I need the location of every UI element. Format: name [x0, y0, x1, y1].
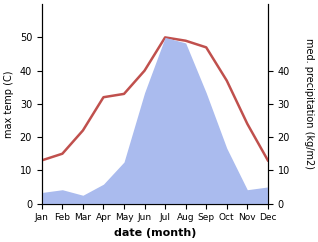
Y-axis label: max temp (C): max temp (C) [4, 70, 14, 138]
X-axis label: date (month): date (month) [114, 228, 196, 238]
Y-axis label: med. precipitation (kg/m2): med. precipitation (kg/m2) [304, 38, 314, 169]
